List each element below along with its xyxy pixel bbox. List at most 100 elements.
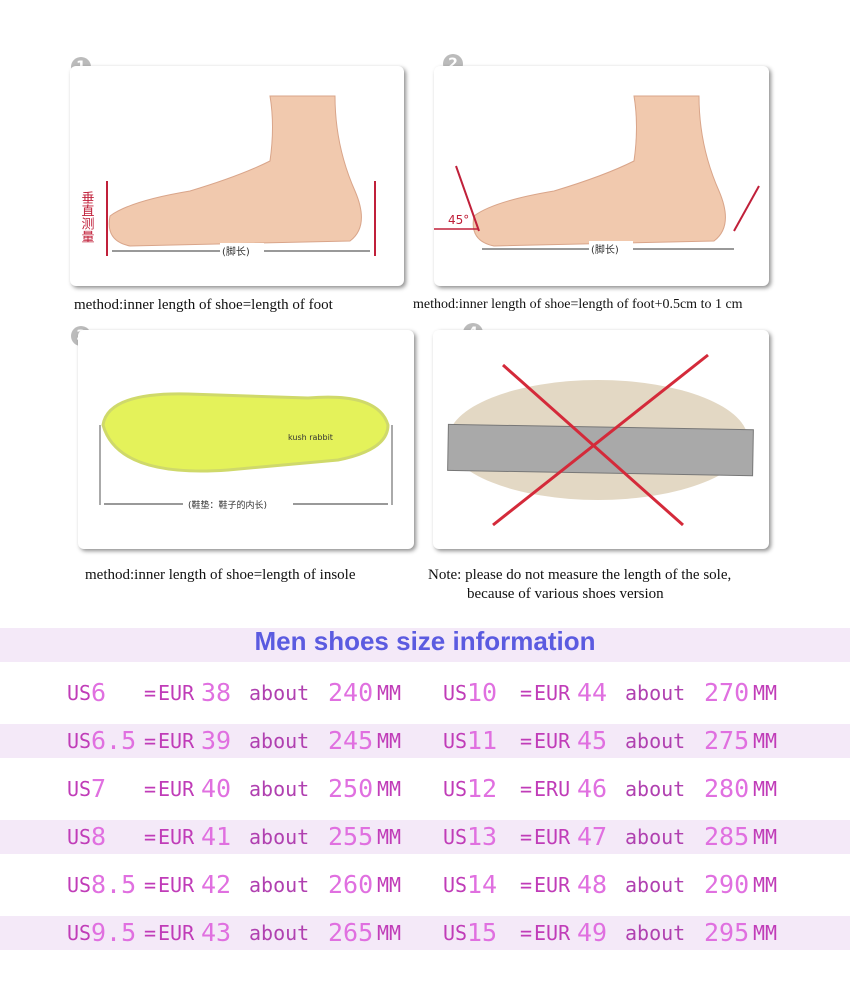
equals: =	[144, 921, 157, 945]
size-row: US 8.5 = EUR 42 about 260 MM US 14 = EUR 48 about 290 M…	[0, 868, 850, 902]
us-size: 11	[467, 726, 498, 755]
foot-illustration-angled: 45° (脚长)	[434, 95, 760, 257]
us-label: US	[67, 873, 92, 897]
us-size: 10	[467, 678, 498, 707]
insole-brand: kush rabbit	[288, 433, 333, 442]
foot-illustration: 垂直测量 (脚长)	[79, 95, 376, 259]
mm-unit: MM	[753, 921, 778, 945]
us-label: US	[67, 921, 92, 945]
equals: =	[144, 873, 157, 897]
eur-label: EUR	[158, 729, 195, 753]
mm-unit: MM	[753, 873, 778, 897]
equals: =	[520, 729, 533, 753]
about-label: about	[249, 921, 310, 945]
eur-label: EUR	[534, 681, 571, 705]
size-row: US 9.5 = EUR 43 about 265 MM US 15 = EUR 49 about 295 M…	[0, 916, 850, 950]
size-row: US 7 = EUR 40 about 250 MM US 12 = ERU 46 about 280 MM	[0, 772, 850, 806]
eur-label: EUR	[158, 825, 195, 849]
us-label: US	[67, 825, 92, 849]
about-label: about	[625, 921, 686, 945]
eur-label: EUR	[534, 873, 571, 897]
equals: =	[144, 729, 157, 753]
eur-size: 47	[577, 822, 608, 851]
mm-value: 280	[704, 774, 750, 803]
mm-value: 295	[704, 918, 750, 947]
foot-length-label: (脚长)	[591, 243, 619, 256]
eur-label: ERU	[534, 777, 571, 801]
about-label: about	[249, 729, 310, 753]
mm-value: 290	[704, 870, 750, 899]
equals: =	[144, 825, 157, 849]
vertical-label: 垂直测量	[79, 191, 95, 243]
equals: =	[520, 921, 533, 945]
mm-unit: MM	[377, 873, 402, 897]
mm-unit: MM	[377, 777, 402, 801]
us-size: 12	[467, 774, 498, 803]
us-size: 15	[467, 918, 498, 947]
us-label: US	[443, 729, 468, 753]
mm-value: 260	[328, 870, 374, 899]
caption-4-line-1: Note: please do not measure the length o…	[428, 567, 732, 583]
about-label: about	[249, 825, 310, 849]
title-band	[0, 628, 850, 662]
equals: =	[144, 777, 157, 801]
foot-length-label: (脚长)	[222, 245, 250, 258]
about-label: about	[249, 777, 310, 801]
mm-value: 270	[704, 678, 750, 707]
mm-unit: MM	[753, 777, 778, 801]
us-size: 13	[467, 822, 498, 851]
eur-size: 38	[201, 678, 232, 707]
eur-size: 41	[201, 822, 232, 851]
about-label: about	[249, 873, 310, 897]
size-table-title: Men shoes size information	[254, 626, 596, 656]
insole-illustration: kush rabbit (鞋垫：鞋子的内长)	[99, 392, 393, 512]
caption-3: method:inner length of shoe=length of in…	[85, 567, 356, 583]
size-row: US 8 = EUR 41 about 255 MM US 13 = EUR 47 about 285 MM	[0, 820, 850, 854]
foot-measure-panel-2: 45° (脚长)	[434, 66, 769, 286]
caption-2: method:inner length of shoe=length of fo…	[413, 297, 743, 312]
eur-label: EUR	[534, 825, 571, 849]
us-label: US	[443, 777, 468, 801]
insole-length-label: (鞋垫：鞋子的内长)	[188, 499, 267, 511]
mm-unit: MM	[377, 921, 402, 945]
eur-size: 46	[577, 774, 608, 803]
mm-unit: MM	[753, 729, 778, 753]
eur-size: 40	[201, 774, 232, 803]
mm-unit: MM	[753, 825, 778, 849]
eur-size: 48	[577, 870, 608, 899]
eur-size: 42	[201, 870, 232, 899]
row-band	[0, 724, 850, 758]
about-label: about	[625, 873, 686, 897]
eur-label: EUR	[158, 921, 195, 945]
about-label: about	[625, 825, 686, 849]
mm-value: 250	[328, 774, 374, 803]
us-label: US	[67, 729, 92, 753]
equals: =	[144, 681, 157, 705]
foot-measure-panel-1: 垂直测量 (脚长)	[70, 66, 404, 286]
angle-label: 45°	[448, 213, 469, 227]
size-row: US 6 = EUR 38 about 240 MM US 10 = EUR 44 about 270 MM	[0, 676, 850, 710]
us-label: US	[67, 681, 92, 705]
about-label: about	[249, 681, 310, 705]
equals: =	[520, 873, 533, 897]
us-label: US	[443, 825, 468, 849]
sole-wrong-method-panel	[433, 330, 769, 549]
us-size: 8	[91, 822, 107, 851]
eur-label: EUR	[158, 777, 195, 801]
mm-value: 285	[704, 822, 750, 851]
us-size: 9.5	[91, 918, 137, 947]
equals: =	[520, 681, 533, 705]
us-label: US	[67, 777, 92, 801]
row-band	[0, 820, 850, 854]
eur-label: EUR	[158, 681, 195, 705]
eur-size: 39	[201, 726, 232, 755]
about-label: about	[625, 729, 686, 753]
mm-value: 255	[328, 822, 374, 851]
mm-unit: MM	[377, 681, 402, 705]
us-size: 6.5	[91, 726, 137, 755]
row-band	[0, 916, 850, 950]
us-label: US	[443, 681, 468, 705]
us-size: 7	[91, 774, 107, 803]
mm-value: 240	[328, 678, 374, 707]
eur-size: 43	[201, 918, 232, 947]
